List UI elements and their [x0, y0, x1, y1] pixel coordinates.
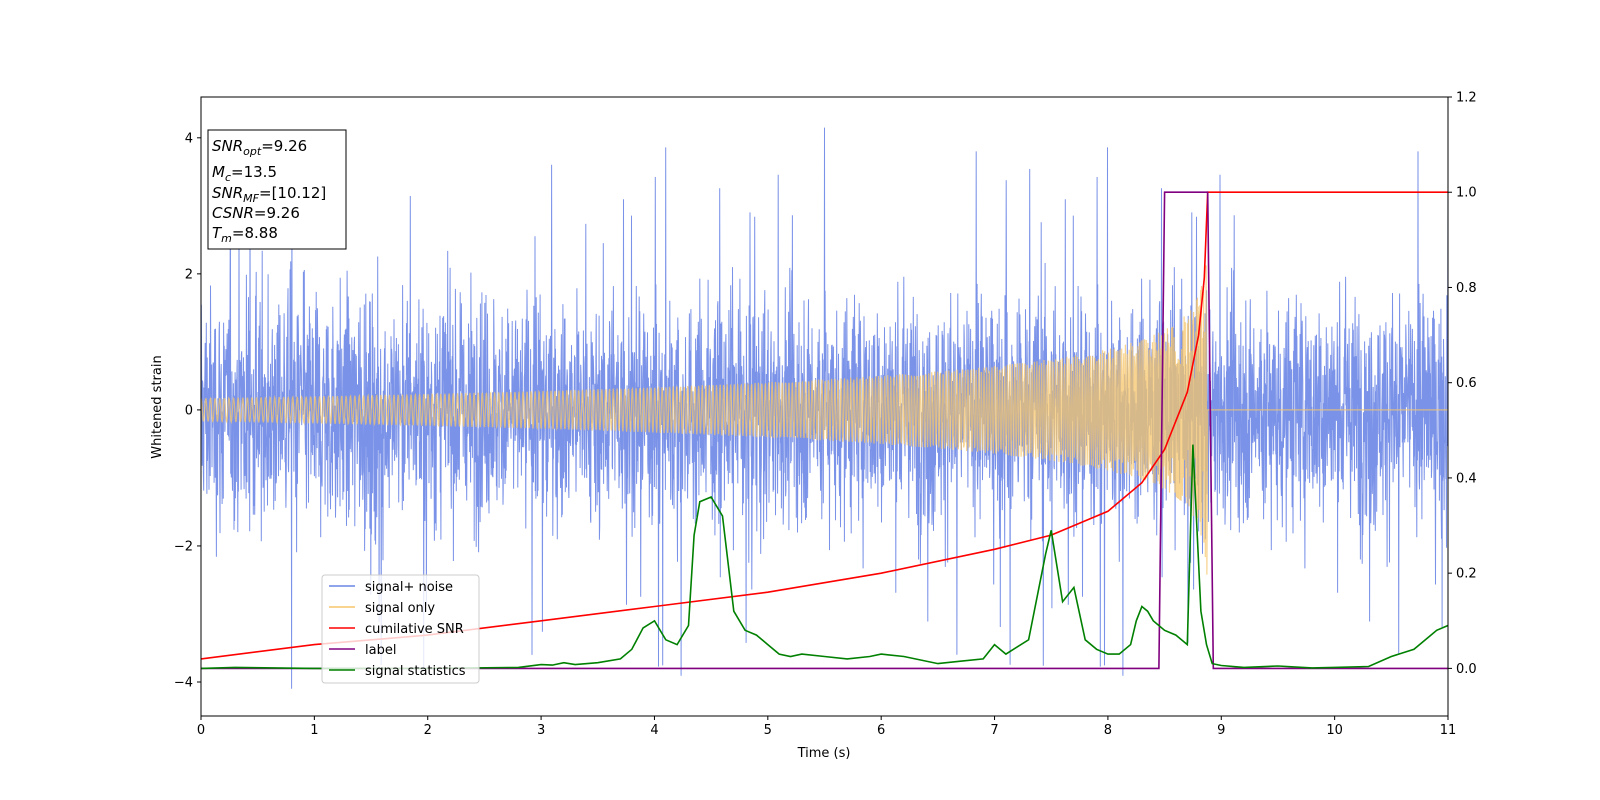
mc-label: M: [212, 163, 225, 181]
snr-mf-label: SNR: [212, 184, 243, 202]
x-tick-label: 6: [877, 723, 885, 738]
y-left-tick-label: −2: [174, 539, 193, 554]
plot-frame: [200, 96, 1449, 717]
snr-opt-subscript: opt: [243, 145, 262, 158]
x-tick-label: 8: [1104, 723, 1112, 738]
y-axis-title: Whitened strain: [150, 355, 165, 458]
legend-label-signal-noise: signal+ noise: [365, 580, 453, 595]
tm-label: T: [212, 224, 223, 242]
label-line: [201, 191, 1448, 670]
annotation-frame: [207, 129, 347, 250]
legend-label-cumulative-snr: cumilative SNR: [365, 622, 464, 637]
x-tick-label: 0: [197, 723, 205, 738]
y-right-tick-label: 0.4: [1456, 471, 1477, 486]
x-tick-label: 10: [1326, 723, 1343, 738]
tm-subscript: m: [221, 232, 232, 245]
tm-value: =8.88: [232, 224, 278, 242]
mc-subscript: c: [225, 171, 231, 184]
right-axis-series: [201, 191, 1448, 670]
y-right-tick-label: 1.2: [1456, 91, 1477, 106]
y-right-tick-label: 0.2: [1456, 567, 1477, 582]
x-tick-label: 9: [1217, 723, 1225, 738]
legend-label-label: label: [365, 643, 396, 658]
signal-noise-series: [201, 127, 1448, 689]
y-left-tick-label: −4: [174, 675, 193, 690]
legend-frame: [321, 574, 480, 684]
x-axis-title: Time (s): [797, 746, 851, 761]
snr-mf-subscript: MF: [243, 192, 259, 205]
legend-label-signal-only: signal only: [365, 601, 435, 616]
x-tick-label: 3: [537, 723, 545, 738]
y-right-tick-label: 0.8: [1456, 281, 1477, 296]
signal-only-line: [201, 265, 1448, 575]
stats-annotation-box: SNRopt=9.26 Mc=13.5 SNRMF=[10.12] CSNR=9…: [207, 129, 347, 250]
snr-opt-value: =9.26: [261, 137, 307, 155]
y-left-tick-label: 2: [185, 267, 193, 282]
x-tick-label: 2: [424, 723, 432, 738]
snr-opt-text: SNRopt=9.26: [212, 137, 307, 158]
y-right-tick-label: 0.0: [1456, 662, 1477, 677]
y-right-tick-label: 0.6: [1456, 376, 1477, 391]
x-tick-label: 5: [764, 723, 772, 738]
x-tick-label: 4: [650, 723, 658, 738]
snr-mf-value: =[10.12]: [259, 184, 326, 202]
signal-noise-line: [201, 127, 1448, 689]
legend: signal+ noise signal only cumilative SNR…: [321, 574, 480, 684]
snr-mf-text: SNRMF=[10.12]: [212, 184, 326, 205]
x-tick-label: 1: [310, 723, 318, 738]
csnr-label: CSNR: [212, 204, 254, 222]
signal-statistics-line: [201, 444, 1448, 670]
axes: 0 1 2 3 4 5 6 7 8 9 10 11 4 2 0 −2 −4 1.2 1.0 0.8 0.6 0.4 0.2 0…: [174, 91, 1477, 739]
signal-only-series: [201, 265, 1448, 575]
x-tick-label: 7: [990, 723, 998, 738]
mc-text: Mc=13.5: [212, 163, 277, 184]
csnr-text: CSNR=9.26: [212, 204, 300, 222]
mc-value: =13.5: [231, 163, 277, 181]
snr-opt-label: SNR: [212, 137, 243, 155]
y-left-tick-label: 4: [185, 131, 193, 146]
legend-label-signal-statistics: signal statistics: [365, 664, 466, 679]
csnr-value: =9.26: [254, 204, 300, 222]
y-left-tick-label: 0: [185, 403, 193, 418]
x-tick-label: 11: [1440, 723, 1457, 738]
y-right-tick-label: 1.0: [1456, 186, 1477, 201]
tm-text: Tm=8.88: [212, 224, 278, 245]
